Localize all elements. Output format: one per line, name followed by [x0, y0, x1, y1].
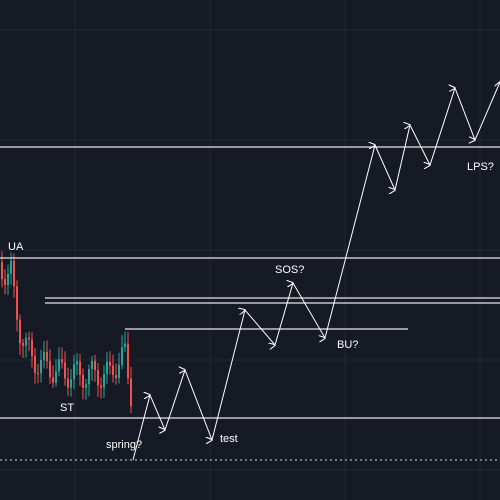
- candles: [1, 251, 132, 414]
- candle: [55, 371, 57, 383]
- projection-path: [132, 82, 500, 461]
- candle: [115, 375, 117, 379]
- candle: [7, 273, 9, 286]
- candle: [127, 343, 129, 379]
- candle: [67, 378, 69, 388]
- candle: [52, 377, 54, 383]
- label-bu: BU?: [337, 339, 358, 351]
- candle: [43, 351, 45, 360]
- candle: [37, 372, 39, 374]
- label-sos: SOS?: [275, 264, 304, 276]
- candle: [109, 361, 111, 366]
- candle: [10, 260, 12, 274]
- candle: [73, 364, 75, 380]
- candle: [103, 374, 105, 388]
- candle: [4, 279, 6, 286]
- candle: [100, 385, 102, 388]
- candle: [82, 374, 84, 388]
- candle: [88, 369, 90, 385]
- candle: [118, 364, 120, 379]
- candle: [19, 319, 21, 344]
- candle: [121, 347, 123, 365]
- candle: [40, 359, 42, 374]
- candle: [46, 351, 48, 362]
- candle: [106, 361, 108, 375]
- candle: [76, 361, 78, 365]
- label-test: test: [220, 433, 238, 445]
- candle: [25, 337, 27, 346]
- candle: [22, 343, 24, 346]
- candle: [85, 384, 87, 388]
- candle: [31, 339, 33, 357]
- label-spring: spring?: [106, 439, 142, 451]
- candle: [97, 370, 99, 386]
- candle: [112, 365, 114, 376]
- candle: [13, 260, 15, 287]
- label-lps: LPS?: [467, 161, 494, 173]
- candle: [34, 356, 36, 373]
- candle: [16, 286, 18, 320]
- label-st: ST: [60, 402, 74, 414]
- candle: [61, 359, 63, 363]
- candle: [49, 361, 51, 378]
- candle: [130, 378, 132, 407]
- candle: [70, 379, 72, 388]
- candle: [64, 362, 66, 379]
- candle: [91, 360, 93, 370]
- candle: [28, 337, 30, 340]
- candle: [79, 361, 81, 375]
- candle: [58, 359, 60, 372]
- candle: [94, 360, 96, 371]
- candle: [1, 262, 3, 280]
- candle: [124, 343, 126, 348]
- label-ua: UA: [8, 241, 24, 253]
